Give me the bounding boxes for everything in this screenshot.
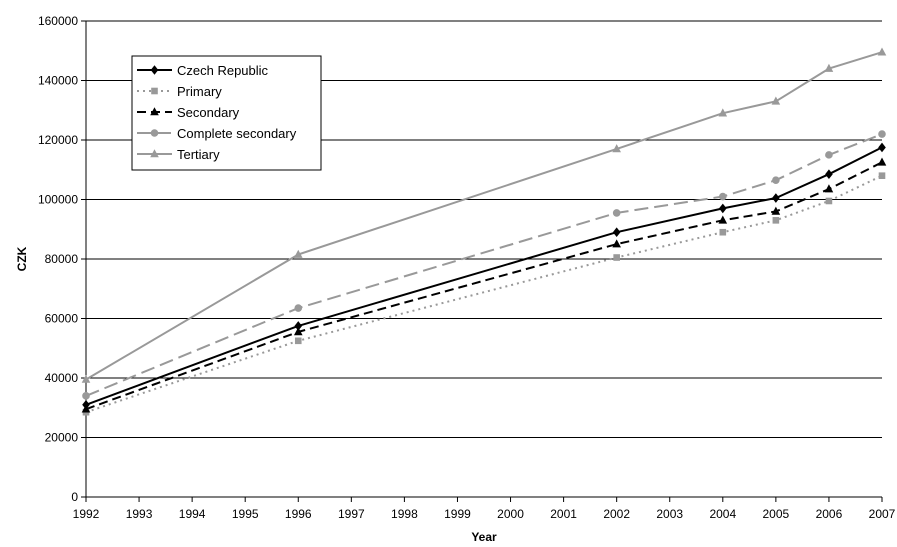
y-axis-title: CZK [15, 246, 29, 271]
y-tick-label: 80000 [45, 252, 79, 266]
legend-marker-secondary [150, 107, 159, 116]
data-point-secondary [877, 157, 887, 166]
x-tick-label: 1999 [444, 507, 471, 521]
x-tick-label: 1996 [285, 507, 312, 521]
data-point-secondary [771, 206, 781, 215]
data-point-complete-secondary [878, 130, 886, 138]
data-point-complete-secondary [772, 176, 780, 184]
data-point-tertiary [612, 144, 621, 153]
y-tick-label: 160000 [38, 14, 78, 28]
series-markers [81, 47, 887, 416]
x-tick-label: 2003 [656, 507, 683, 521]
x-tick-label: 1993 [126, 507, 153, 521]
legend-marker-primary [151, 87, 158, 95]
x-tick-label: 2002 [603, 507, 630, 521]
y-tick-label: 0 [71, 490, 78, 504]
data-point-tertiary [81, 374, 91, 383]
data-point-primary [772, 217, 780, 224]
legend-label-complete-secondary: Complete secondary [177, 126, 297, 141]
series-line-complete-secondary [85, 133, 883, 397]
data-point-secondary [612, 239, 621, 248]
legend: Czech Republic Primary Secondary Complete s… [131, 55, 322, 171]
legend-marker-tertiary [150, 149, 159, 158]
x-tick-label: 1994 [179, 507, 206, 521]
y-tick-label: 20000 [45, 431, 79, 445]
data-point-czech-republic [612, 227, 621, 238]
data-point-primary [719, 228, 727, 236]
data-point-secondary [81, 404, 91, 413]
x-tick-label: 2005 [763, 507, 790, 521]
legend-label-tertiary: Tertiary [177, 147, 220, 162]
data-point-czech-republic [294, 321, 303, 331]
data-point-complete-secondary [612, 209, 621, 217]
x-axis-title: Year [471, 530, 497, 544]
y-tick-label: 120000 [38, 133, 78, 147]
axes: 0 20000 40000 60000 80000 100000 120000 140000 1… [38, 14, 896, 521]
data-point-primary [825, 197, 833, 205]
data-point-complete-secondary [294, 304, 303, 312]
series-line-primary [85, 174, 883, 414]
legend-label-secondary: Secondary [177, 105, 240, 120]
data-point-tertiary [771, 96, 781, 105]
data-point-secondary [293, 327, 303, 336]
legend-label-czech-republic: Czech Republic [177, 63, 269, 78]
data-point-czech-republic [878, 142, 886, 153]
data-point-tertiary [824, 63, 834, 72]
y-tick-label: 140000 [38, 74, 78, 88]
data-point-czech-republic [772, 193, 780, 203]
legend-label-primary: Primary [177, 84, 222, 99]
x-tick-label: 2004 [709, 507, 736, 521]
data-point-secondary [824, 184, 834, 193]
data-point-czech-republic [825, 169, 833, 180]
y-tick-label: 100000 [38, 193, 78, 207]
data-point-complete-secondary [82, 392, 90, 400]
y-tick-label: 60000 [45, 312, 79, 326]
x-tick-label: 2000 [497, 507, 524, 521]
x-tick-label: 2006 [816, 507, 843, 521]
x-tick-label: 1992 [73, 507, 100, 521]
data-point-tertiary [877, 47, 887, 56]
x-tick-label: 2007 [869, 507, 896, 521]
x-tick-label: 1995 [232, 507, 259, 521]
legend-marker-czech-republic [150, 65, 159, 75]
y-tick-label: 40000 [45, 371, 79, 385]
data-point-complete-secondary [719, 192, 727, 201]
data-point-complete-secondary [825, 151, 833, 159]
data-point-tertiary [293, 249, 303, 258]
data-point-secondary [718, 215, 728, 224]
x-tick-label: 1998 [391, 507, 418, 521]
data-point-primary [878, 172, 886, 179]
data-point-primary [294, 337, 302, 345]
data-point-primary [613, 254, 620, 261]
data-point-tertiary [718, 108, 728, 117]
x-tick-label: 2001 [550, 507, 577, 521]
data-point-czech-republic [719, 203, 727, 214]
legend-marker-complete-secondary [150, 129, 159, 137]
legend-box [131, 55, 322, 171]
x-tick-label: 1997 [338, 507, 365, 521]
